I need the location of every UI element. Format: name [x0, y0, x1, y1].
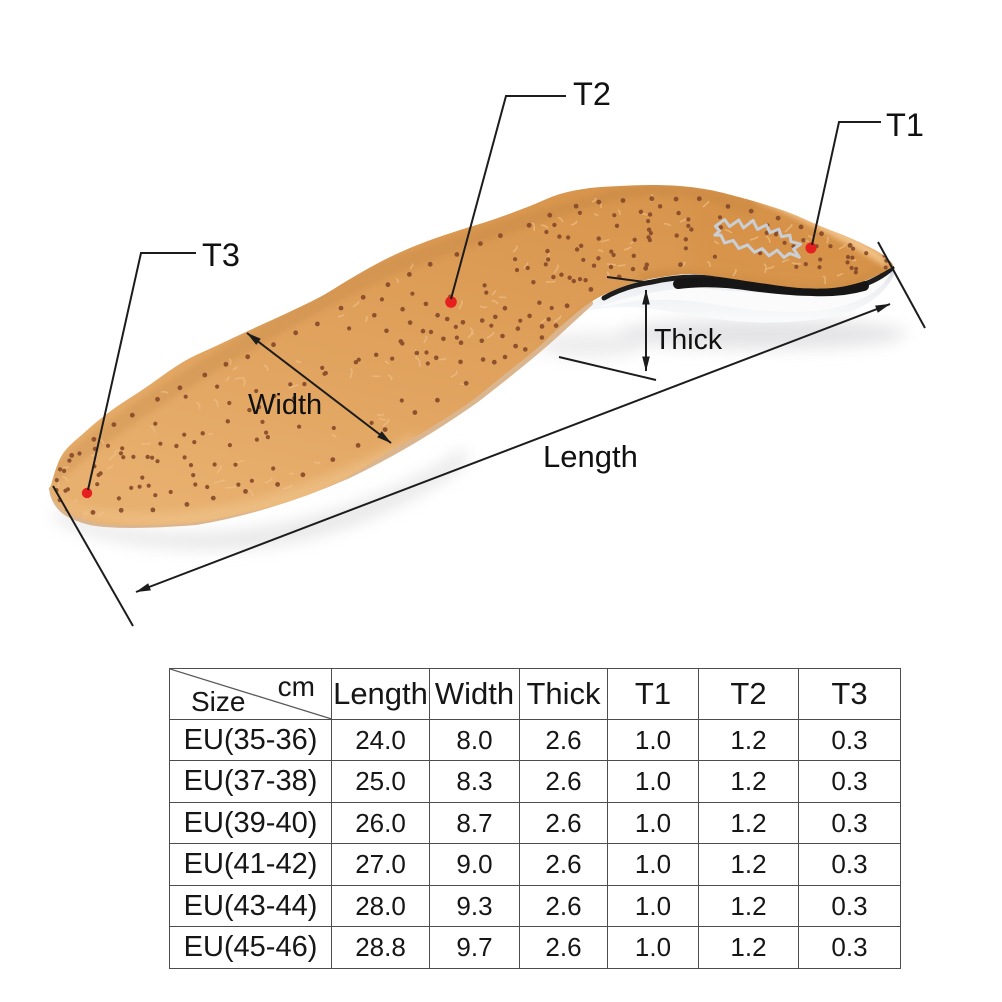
svg-text:Thick: Thick [654, 324, 723, 356]
svg-text:Length: Length [543, 439, 638, 474]
svg-text:T3: T3 [202, 237, 240, 273]
svg-text:Width: Width [248, 389, 322, 421]
svg-text:T2: T2 [573, 76, 611, 112]
svg-text:T1: T1 [886, 107, 924, 143]
